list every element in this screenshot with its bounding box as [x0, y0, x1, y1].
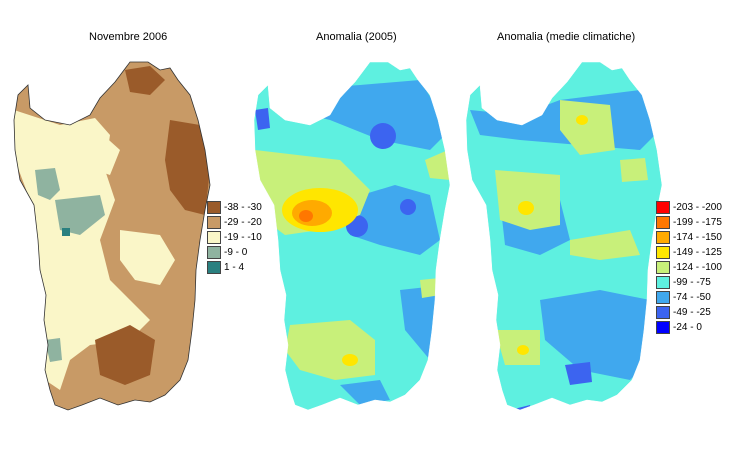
map-anomaly-climate: [466, 62, 662, 410]
region-fill: [495, 330, 540, 365]
panel-title-november-2006: Novembre 2006: [89, 31, 168, 43]
legend-item: -149 - -125: [656, 245, 722, 260]
region-fill: [420, 278, 440, 298]
region-fill: [565, 362, 592, 385]
region-fill: [60, 130, 120, 175]
region-fill: [125, 66, 165, 95]
legend-label: -124 - -100: [673, 262, 722, 273]
legend-label: 1 - 4: [224, 262, 245, 273]
region-fill: [517, 345, 529, 355]
legend-label: -174 - -150: [673, 232, 722, 243]
legend-swatch: [207, 231, 221, 244]
region-fill: [370, 123, 396, 149]
legend-anomaly: -203 - -200 -199 - -175 -174 - -150 -149 - …: [656, 200, 722, 335]
region-fill: [340, 380, 390, 405]
legend-swatch: [656, 246, 670, 259]
legend-item: -24 - 0: [656, 320, 722, 335]
legend-swatch: [656, 321, 670, 334]
legend-item: -74 - -50: [656, 290, 722, 305]
map-november-2006: [13, 61, 211, 411]
legend-label: -29 - -20: [224, 217, 262, 228]
panel-title-anomaly-climate: Anomalia (medie climatiche): [497, 31, 636, 43]
region-fill: [425, 150, 450, 180]
legend-label: -203 - -200: [673, 202, 722, 213]
region-fill: [62, 228, 70, 236]
legend-item: -9 - 0: [207, 245, 262, 260]
region-fill: [299, 210, 313, 222]
legend-swatch: [656, 261, 670, 274]
legend-swatch: [656, 216, 670, 229]
legend-label: -149 - -125: [673, 247, 722, 258]
legend-swatch: [207, 261, 221, 274]
legend-label: -99 - -75: [673, 277, 711, 288]
region-fill: [55, 195, 105, 235]
region-fill: [120, 230, 175, 285]
legend-label: -49 - -25: [673, 307, 711, 318]
legend-item: -29 - -20: [207, 215, 262, 230]
region-fill: [342, 354, 358, 366]
region-fill: [518, 201, 534, 215]
legend-item: 1 - 4: [207, 260, 262, 275]
legend-swatch: [656, 291, 670, 304]
legend-label: -9 - 0: [224, 247, 248, 258]
legend-swatch: [207, 246, 221, 259]
region-fill: [510, 405, 532, 410]
legend-item: -38 - -30: [207, 200, 262, 215]
region-fill: [165, 120, 210, 215]
region-fill: [400, 199, 416, 215]
map-anomaly-2005: [254, 62, 450, 410]
legend-swatch: [656, 306, 670, 319]
legend-item: -199 - -175: [656, 215, 722, 230]
legend-swatch: [656, 201, 670, 214]
legend-label: -74 - -50: [673, 292, 711, 303]
legend-item: -174 - -150: [656, 230, 722, 245]
region-fill: [45, 338, 62, 362]
legend-label: -19 - -10: [224, 232, 262, 243]
legend-swatch: [207, 201, 221, 214]
region-fill: [495, 170, 560, 230]
region-fill: [345, 185, 440, 255]
region-fill: [560, 100, 615, 155]
legend-item: -203 - -200: [656, 200, 722, 215]
legend-label: -38 - -30: [224, 202, 262, 213]
legend-label: -24 - 0: [673, 322, 702, 333]
legend-swatch: [656, 231, 670, 244]
legend-label: -199 - -175: [673, 217, 722, 228]
region-fill: [576, 115, 588, 125]
legend-item: -19 - -10: [207, 230, 262, 245]
legend-swatch: [656, 276, 670, 289]
region-fill: [540, 290, 660, 380]
legend-item: -49 - -25: [656, 305, 722, 320]
panel-title-anomaly-2005: Anomalia (2005): [316, 31, 397, 43]
region-fill: [255, 108, 270, 130]
legend-item: -124 - -100: [656, 260, 722, 275]
region-fill: [620, 158, 648, 182]
legend-swatch: [207, 216, 221, 229]
legend-precipitation: -38 - -30 -29 - -20 -19 - -10 -9 - 0 1 - 4: [207, 200, 262, 275]
legend-item: -99 - -75: [656, 275, 722, 290]
region-fill: [35, 168, 60, 200]
region-fill: [95, 325, 155, 385]
region-fill: [570, 230, 640, 260]
